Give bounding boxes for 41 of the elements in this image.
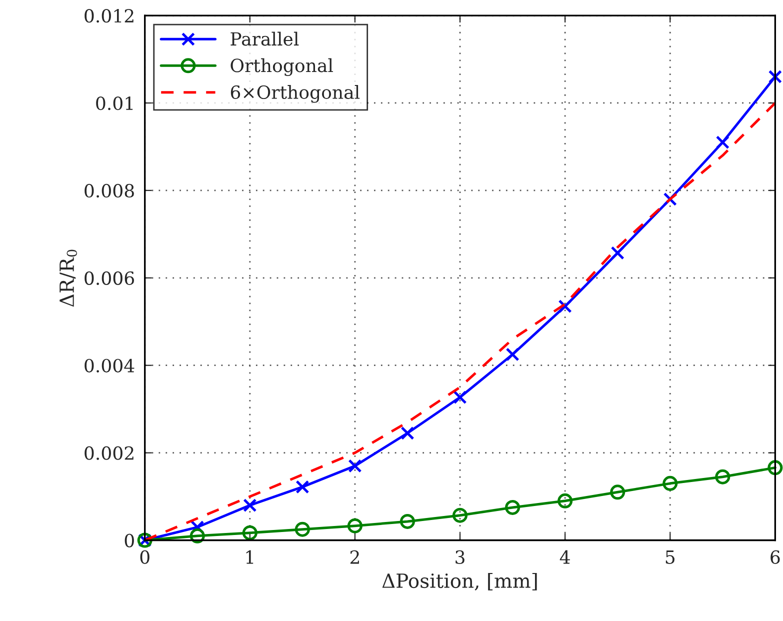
point: [453, 390, 467, 404]
point: [506, 348, 520, 362]
point: [768, 70, 782, 84]
point: [348, 459, 362, 473]
point: [243, 498, 257, 512]
point: [190, 528, 205, 544]
point: [452, 508, 468, 523]
point: [768, 460, 783, 476]
point: [296, 480, 310, 494]
point: [347, 518, 362, 534]
point: [400, 514, 415, 529]
point: [716, 136, 730, 150]
point: [400, 426, 414, 440]
y-tick-label: 0.01: [96, 96, 133, 110]
x-tick-label: 1: [246, 550, 254, 564]
legend-label: Orthogonal: [230, 58, 333, 76]
x-axis-title: ΔPosition, [mm]: [382, 573, 537, 590]
x-tick-label: 5: [666, 550, 674, 564]
point: [294, 522, 310, 537]
y-tick-label: 0.002: [84, 446, 134, 460]
x-tick-label: 6: [770, 550, 780, 564]
point: [610, 484, 626, 500]
y-tick-label: 0.012: [84, 8, 134, 23]
x-tick-label: 0: [140, 550, 150, 564]
y-tick-label: 0.004: [84, 358, 134, 372]
x-tick-label: 4: [560, 550, 570, 564]
y-tick-label: 0: [124, 534, 134, 548]
point: [715, 469, 730, 484]
legend-label: Parallel: [230, 32, 299, 46]
y-tick-label: 0.008: [84, 184, 134, 198]
y-tick-label: 0.006: [84, 271, 134, 286]
y-axis-title: ΔR/R$_{0}$: [60, 250, 78, 307]
point: [610, 246, 624, 260]
point: [662, 476, 678, 491]
point: [505, 500, 520, 515]
point: [558, 493, 573, 508]
point: [558, 300, 572, 314]
point: [242, 525, 258, 540]
x-tick-label: 2: [350, 550, 359, 564]
x-tick-label: 3: [456, 550, 464, 564]
legend-label: 6×Orthogonal: [230, 85, 360, 103]
